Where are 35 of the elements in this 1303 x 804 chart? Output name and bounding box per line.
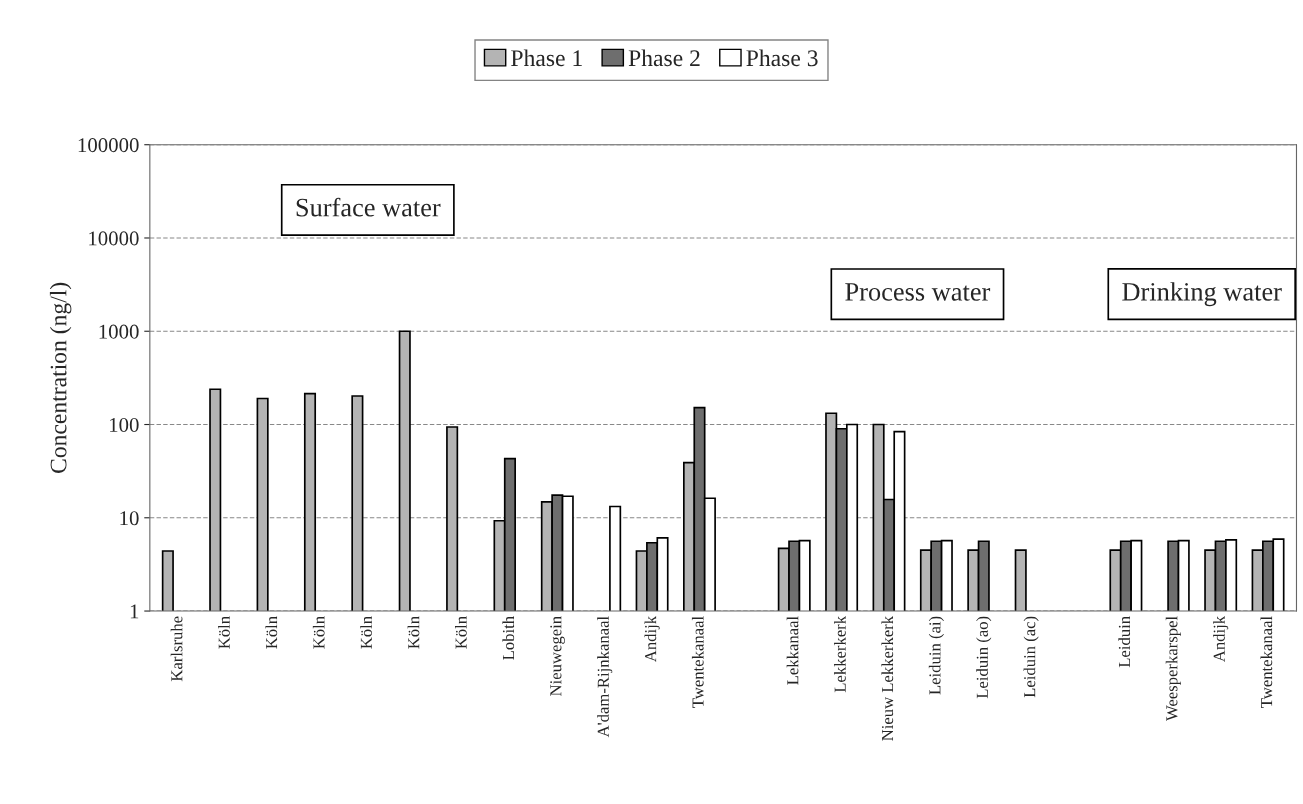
y-tick-label: 1000 xyxy=(99,324,139,339)
annotation: Surface water xyxy=(296,197,441,217)
y-tick-label: 100000 xyxy=(78,138,139,153)
x-tick-label: Karlsruhe xyxy=(170,616,183,682)
x-tick-label: Weesperkarspel xyxy=(1165,616,1181,721)
annotation: Drinking water xyxy=(1122,282,1282,307)
x-tick-label: Twentekanaal xyxy=(691,616,704,708)
x-tick-label: Köln xyxy=(312,616,325,649)
x-tick-label: A'dam-Rijnkanaal xyxy=(597,616,613,738)
x-tick-label: Twentekanaal xyxy=(1260,616,1273,708)
y-tick-label: 100 xyxy=(110,417,139,432)
x-tick-label: Leiduin (ac) xyxy=(1023,616,1039,698)
x-tick-label: Lekkerkerk xyxy=(834,615,846,693)
x-tick-label: Leiduin (ao) xyxy=(976,616,992,699)
x-tick-label: Köln xyxy=(265,616,278,649)
y-tick-label: 10000 xyxy=(89,231,139,246)
x-tick-label: Nieuwegein xyxy=(550,616,565,696)
x-tick-label: Köln xyxy=(455,616,467,649)
legend-label: Phase 3 xyxy=(746,49,818,67)
y-tick-label: 10 xyxy=(120,511,139,526)
x-tick-label: Leiduin (ai) xyxy=(928,616,944,695)
x-tick-label: Köln xyxy=(218,616,230,649)
x-tick-label: Andijk xyxy=(1213,615,1229,663)
legend-label: Phase 2 xyxy=(628,49,700,67)
x-tick-label: Lekkanaal xyxy=(786,616,799,685)
y-tick-label: 1 xyxy=(130,604,139,619)
x-tick-label: Andijk xyxy=(644,615,660,663)
x-tick-label: Köln xyxy=(407,616,420,649)
legend-label: Phase 1 xyxy=(511,49,582,67)
x-tick-label: Leiduin xyxy=(1118,616,1131,668)
x-tick-label: Köln xyxy=(360,616,372,649)
y-axis-title: Concentration (ng/l) xyxy=(49,282,72,473)
x-tick-label: Nieuw Lekkerkerk xyxy=(881,615,894,741)
x-tick-label: Lobith xyxy=(502,616,515,660)
annotation: Process water xyxy=(845,283,991,301)
